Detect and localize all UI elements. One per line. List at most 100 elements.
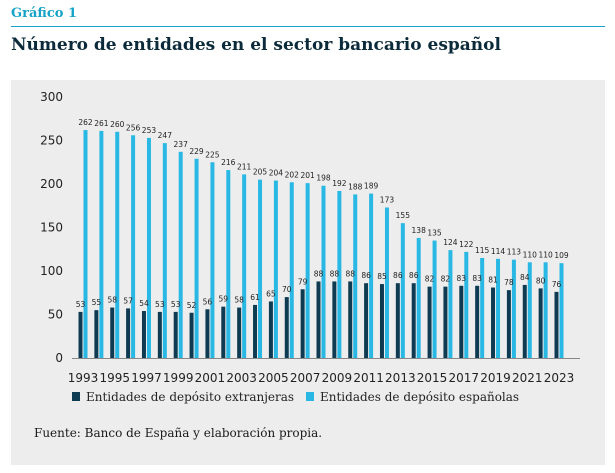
x-tick-label: 2015 [417,371,448,385]
data-label-foreign: 52 [187,301,197,310]
y-tick-label: 50 [48,308,63,322]
bar-spanish [210,162,215,358]
data-label-spanish: 189 [364,182,379,191]
bar-foreign [475,285,480,358]
bar-spanish [258,179,263,358]
data-label-spanish: 114 [491,247,506,256]
data-label-spanish: 237 [174,140,189,149]
bar-foreign [411,283,416,358]
bar-spanish [337,190,342,358]
bar-spanish [448,250,453,358]
data-label-foreign: 55 [92,298,102,307]
y-tick-label: 0 [55,351,63,365]
bar-foreign [221,306,226,358]
bar-spanish [416,237,421,358]
source-note: Fuente: Banco de España y elaboración pr… [34,426,323,440]
bar-spanish [242,174,247,358]
bar-foreign [332,281,337,358]
x-tick-label: 1993 [68,371,99,385]
bar-spanish [226,170,231,358]
x-tick-label: 1995 [99,371,130,385]
x-tick-label: 2019 [480,371,511,385]
data-label-spanish: 205 [253,168,268,177]
bar-spanish [432,240,437,358]
x-tick-label: 2011 [353,371,384,385]
bar-spanish [496,258,501,358]
bar-foreign [268,301,273,358]
data-label-spanish: 135 [427,229,442,238]
data-label-foreign: 80 [536,276,546,285]
y-tick-label: 200 [40,177,63,191]
data-label-foreign: 58 [234,296,244,305]
bar-foreign [522,284,527,358]
data-label-spanish: 260 [110,120,125,129]
data-label-spanish: 198 [316,174,331,183]
data-label-spanish: 262 [78,118,93,127]
legend-label-foreign: Entidades de depósito extranjeras [86,390,294,404]
bar-foreign [78,311,83,358]
bar-foreign [348,281,353,358]
bar-foreign [379,284,384,358]
bar-foreign [364,283,369,358]
data-label-foreign: 57 [123,296,133,305]
x-tick-label: 2009 [322,371,353,385]
data-label-foreign: 81 [488,276,498,285]
legend-swatch-foreign [72,392,80,401]
y-tick-label: 150 [40,221,63,235]
data-label-foreign: 82 [441,275,451,284]
x-tick-label: 1999 [163,371,194,385]
data-label-foreign: 85 [377,272,387,281]
bar-foreign [157,311,162,358]
data-label-spanish: 253 [142,126,157,135]
data-label-spanish: 122 [459,240,474,249]
y-tick-label: 300 [40,90,63,104]
bar-spanish [353,194,358,358]
bar-foreign [237,307,242,358]
data-label-spanish: 256 [126,123,141,132]
chart-title: Número de entidades en el sector bancari… [11,35,501,55]
data-label-foreign: 83 [457,274,467,283]
data-label-spanish: 216 [221,158,236,167]
data-label-spanish: 202 [285,170,300,179]
data-label-foreign: 65 [266,289,276,298]
bar-foreign [189,312,194,358]
data-label-foreign: 86 [409,271,419,280]
data-label-spanish: 110 [538,250,553,259]
bar-foreign [141,311,146,358]
data-label-spanish: 192 [332,179,347,188]
data-label-foreign: 83 [472,274,482,283]
bar-spanish [559,263,564,358]
data-label-spanish: 204 [269,169,284,178]
bar-spanish [321,185,326,358]
bar-spanish [480,257,485,358]
bar-spanish [384,207,389,358]
legend-swatch-spanish [306,392,314,401]
data-label-spanish: 247 [158,131,173,140]
data-label-spanish: 115 [475,246,490,255]
bar-foreign [94,310,99,358]
x-tick-label: 2003 [226,371,257,385]
bar-foreign [110,307,115,358]
y-tick-label: 250 [40,134,63,148]
bar-spanish [400,223,405,358]
x-tick-label: 2007 [290,371,321,385]
data-label-spanish: 188 [348,182,363,191]
data-label-spanish: 124 [443,238,458,247]
bar-spanish [83,130,88,358]
data-label-spanish: 211 [237,162,252,171]
x-tick-label: 2013 [385,371,416,385]
data-label-spanish: 229 [189,147,204,156]
bar-spanish [543,262,548,358]
bar-foreign [538,288,543,358]
bar-spanish [99,130,104,358]
data-label-foreign: 58 [107,296,117,305]
data-label-spanish: 201 [300,171,315,180]
data-label-foreign: 79 [298,277,308,286]
data-label-foreign: 56 [203,297,213,306]
bar-spanish [289,182,294,358]
x-tick-label: 2021 [512,371,543,385]
bar-foreign [316,281,321,358]
bar-spanish [273,180,278,358]
data-label-foreign: 84 [520,273,530,282]
